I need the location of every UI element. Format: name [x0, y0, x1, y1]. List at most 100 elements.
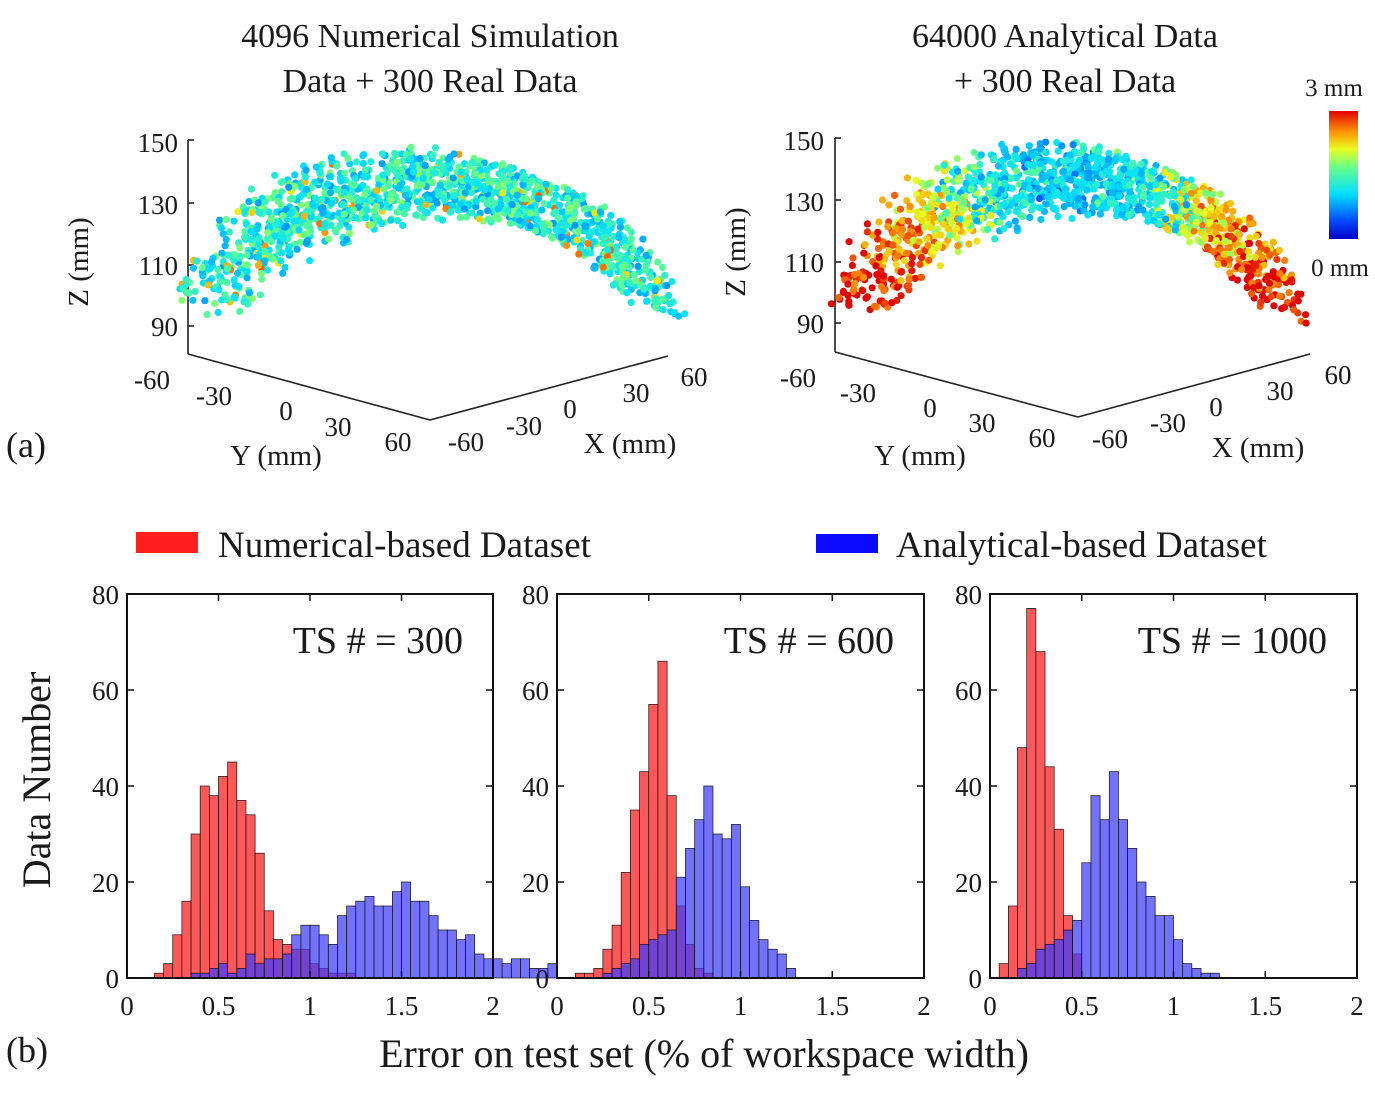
- scatter-point: [1068, 214, 1076, 223]
- scatter-point: [1267, 292, 1275, 301]
- scatter-point: [996, 218, 1004, 226]
- histogram-annotation: TS # = 300: [293, 620, 463, 662]
- histogram-bar-analytical: [1063, 929, 1073, 979]
- scatter-point: [584, 239, 592, 248]
- scatter-point: [919, 199, 927, 207]
- scatter-point: [1011, 217, 1019, 225]
- scatter-point: [1192, 197, 1200, 205]
- scatter-point: [321, 220, 329, 228]
- scatter-point: [236, 244, 244, 252]
- histogram-bar-analytical: [1072, 920, 1083, 979]
- scatter-point: [286, 249, 294, 257]
- scatter-point: [1206, 218, 1214, 226]
- scatter-point: [668, 277, 676, 286]
- scatter-point: [206, 265, 214, 273]
- left-x-tick-n60: -60: [448, 427, 484, 457]
- scatter-point: [1045, 184, 1053, 192]
- scatter-point: [923, 235, 931, 243]
- scatter-point: [1081, 201, 1089, 209]
- histogram-bar-analytical: [639, 944, 650, 979]
- scatter-point: [970, 176, 978, 184]
- scatter-point: [1276, 270, 1284, 278]
- scatter-point: [273, 220, 281, 228]
- scatter-point: [429, 204, 437, 212]
- scatter-point: [450, 150, 458, 158]
- scatter-point: [1036, 160, 1044, 168]
- right-z-axis-label: Z (mm): [720, 207, 752, 296]
- scatter-point: [399, 221, 407, 230]
- histogram-bar-analytical: [1044, 944, 1055, 979]
- scatter-point: [1196, 189, 1205, 197]
- scatter-point: [607, 211, 615, 219]
- histogram-bar-analytical: [428, 915, 439, 979]
- scatter-point: [230, 217, 238, 225]
- scatter-point: [533, 183, 542, 191]
- scatter-point: [1144, 217, 1152, 225]
- scatter-point: [924, 242, 932, 250]
- scatter-point: [640, 285, 648, 293]
- scatter-point: [653, 277, 662, 285]
- y-tick-label: 0: [536, 964, 550, 994]
- scatter-point: [1166, 173, 1174, 181]
- colorbar-max-label: 3 mm: [1305, 75, 1363, 102]
- scatter-point: [880, 287, 888, 295]
- scatter-point: [1108, 189, 1116, 197]
- scatter-point: [1246, 239, 1254, 247]
- scatter-point: [1093, 180, 1101, 189]
- scatter-point: [879, 272, 887, 280]
- scatter-point: [863, 228, 872, 236]
- scatter-point: [279, 212, 287, 220]
- scatter-point: [1225, 244, 1233, 252]
- histogram-bar-analytical: [236, 968, 247, 979]
- scatter-point: [953, 155, 961, 163]
- scatter-point: [884, 223, 892, 231]
- scatter-point: [1124, 194, 1133, 202]
- histogram-bar-analytical: [392, 891, 402, 979]
- scatter-point: [965, 240, 973, 248]
- scatter-point: [940, 161, 948, 169]
- scatter-point: [647, 273, 655, 281]
- histogram-bar-analytical: [364, 896, 375, 979]
- scatter-point: [444, 155, 452, 163]
- scatter-point: [304, 201, 312, 209]
- panel-a-label: (a): [6, 425, 46, 465]
- scatter-point: [1152, 181, 1160, 189]
- scatter-point: [1111, 157, 1119, 165]
- right-3d-x-ticks: -60 -30 0 30 60: [1092, 360, 1352, 454]
- histogram-bar-numerical: [620, 872, 631, 979]
- scatter-point: [367, 221, 375, 229]
- scatter-point: [1125, 211, 1133, 219]
- scatter-point: [1240, 225, 1248, 233]
- scatter-point: [573, 236, 581, 244]
- scatter-point: [1013, 224, 1021, 232]
- scatter-point: [1070, 188, 1078, 196]
- scatter-point: [917, 254, 926, 262]
- left-3d-axes: [187, 139, 669, 421]
- scatter-point: [940, 167, 949, 175]
- scatter-point: [261, 198, 269, 206]
- scatter-point: [433, 199, 441, 207]
- scatter-point: [981, 196, 989, 204]
- histogram-bar-numerical: [1007, 905, 1018, 979]
- scatter-point: [321, 189, 329, 197]
- histogram-bar-analytical: [1163, 915, 1174, 979]
- scatter-point: [1104, 155, 1112, 163]
- scatter-point: [504, 177, 512, 185]
- scatter-point: [346, 160, 354, 168]
- histogram-bar-numerical: [648, 704, 659, 979]
- scatter-point: [871, 302, 879, 310]
- histogram-bar-analytical: [1191, 968, 1202, 979]
- scatter-point: [1177, 195, 1185, 204]
- scatter-point: [499, 189, 507, 197]
- histogram-bar-analytical: [291, 934, 302, 979]
- scatter-point: [623, 224, 632, 232]
- scatter-point: [1147, 175, 1155, 183]
- scatter-point: [925, 256, 933, 264]
- scatter-point: [388, 190, 396, 198]
- scatter-point: [1113, 205, 1121, 213]
- scatter-point: [914, 225, 922, 233]
- scatter-point: [367, 196, 375, 204]
- scatter-point: [274, 197, 282, 205]
- scatter-point: [891, 191, 899, 199]
- scatter-point: [558, 219, 566, 227]
